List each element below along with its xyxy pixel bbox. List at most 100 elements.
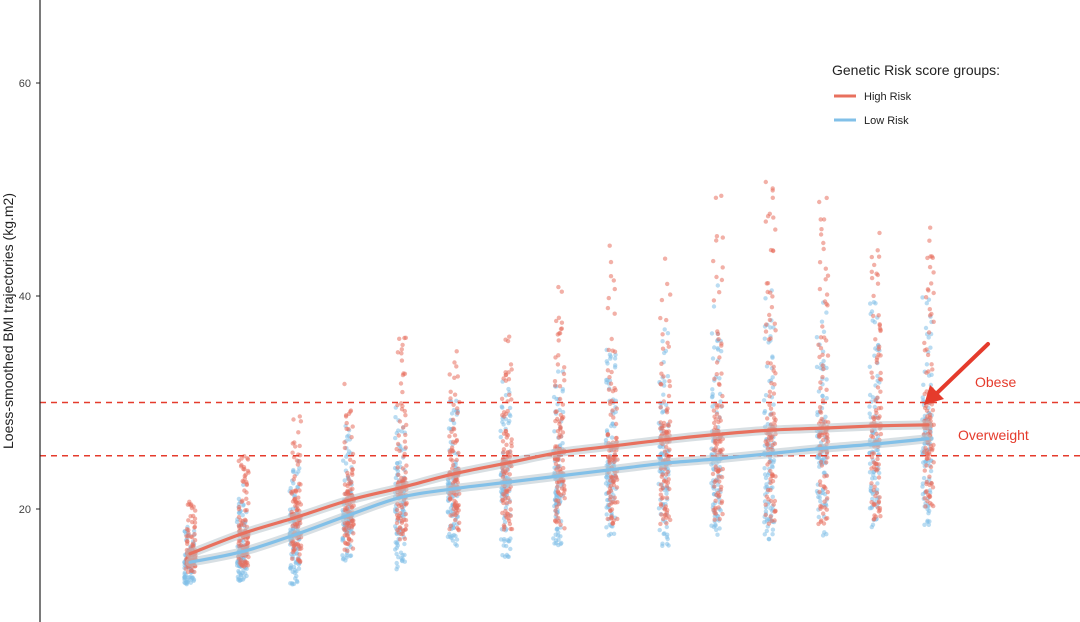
data-point-high-risk bbox=[878, 370, 883, 376]
data-point-high-risk bbox=[658, 482, 664, 487]
series-line-low-risk bbox=[188, 437, 930, 564]
data-point-high-risk bbox=[608, 494, 613, 499]
data-point-high-risk bbox=[345, 489, 350, 495]
data-point-high-risk bbox=[243, 508, 248, 513]
data-point-high-risk bbox=[499, 396, 505, 401]
data-point-high-risk bbox=[872, 502, 878, 507]
data-point-low-risk bbox=[508, 546, 513, 552]
data-point-low-risk bbox=[242, 575, 247, 580]
data-point-high-risk bbox=[764, 494, 769, 499]
data-point-low-risk bbox=[290, 569, 295, 574]
data-point-high-risk bbox=[668, 292, 673, 297]
data-point-low-risk bbox=[710, 404, 715, 409]
data-point-high-risk bbox=[452, 479, 457, 484]
data-point-high-risk bbox=[509, 437, 514, 442]
data-point-high-risk bbox=[403, 413, 408, 418]
data-point-low-risk bbox=[928, 345, 933, 350]
data-point-low-risk bbox=[875, 481, 880, 486]
data-point-low-risk bbox=[402, 541, 407, 547]
data-point-low-risk bbox=[394, 560, 399, 566]
data-point-high-risk bbox=[554, 480, 560, 485]
data-point-low-risk bbox=[402, 552, 407, 558]
data-point-low-risk bbox=[290, 469, 296, 474]
data-point-low-risk bbox=[288, 527, 293, 532]
data-point-high-risk bbox=[711, 298, 717, 303]
y-tick-label: 60 bbox=[19, 78, 31, 90]
data-point-high-risk bbox=[501, 492, 506, 497]
data-point-high-risk bbox=[500, 439, 506, 444]
data-point-high-risk bbox=[875, 395, 880, 400]
data-point-low-risk bbox=[507, 405, 513, 411]
data-point-low-risk bbox=[822, 470, 827, 475]
data-point-low-risk bbox=[763, 296, 768, 301]
data-point-high-risk bbox=[662, 256, 668, 261]
data-point-low-risk bbox=[291, 564, 297, 570]
data-point-low-risk bbox=[867, 364, 872, 369]
data-point-low-risk bbox=[190, 575, 195, 581]
data-point-high-risk bbox=[825, 516, 830, 521]
data-point-high-risk bbox=[666, 423, 671, 428]
data-point-high-risk bbox=[875, 355, 880, 360]
data-point-low-risk bbox=[558, 541, 563, 547]
data-point-high-risk bbox=[924, 456, 930, 461]
data-point-high-risk bbox=[878, 389, 883, 394]
data-point-low-risk bbox=[507, 418, 512, 424]
data-point-low-risk bbox=[507, 412, 512, 417]
data-point-low-risk bbox=[183, 580, 188, 586]
data-point-high-risk bbox=[606, 490, 611, 496]
data-point-low-risk bbox=[920, 295, 925, 300]
data-point-high-risk bbox=[611, 482, 617, 488]
data-point-high-risk bbox=[661, 420, 667, 426]
data-point-high-risk bbox=[342, 547, 347, 552]
data-point-high-risk bbox=[929, 480, 934, 486]
data-point-high-risk bbox=[506, 518, 512, 523]
data-point-high-risk bbox=[770, 442, 775, 448]
data-point-high-risk bbox=[927, 307, 932, 312]
data-point-high-risk bbox=[185, 541, 190, 546]
data-point-low-risk bbox=[762, 472, 768, 477]
data-point-high-risk bbox=[873, 415, 878, 420]
data-point-high-risk bbox=[773, 328, 778, 333]
data-point-high-risk bbox=[245, 457, 251, 462]
data-point-high-risk bbox=[768, 468, 773, 474]
data-point-high-risk bbox=[503, 428, 508, 434]
data-point-high-risk bbox=[877, 495, 882, 500]
data-point-high-risk bbox=[930, 367, 935, 372]
data-point-high-risk bbox=[929, 281, 934, 286]
data-point-high-risk bbox=[613, 421, 619, 427]
data-point-high-risk bbox=[448, 396, 453, 401]
data-point-high-risk bbox=[290, 523, 295, 529]
data-point-high-risk bbox=[823, 277, 828, 282]
data-point-high-risk bbox=[821, 246, 826, 252]
data-point-low-risk bbox=[715, 532, 720, 537]
data-point-high-risk bbox=[394, 520, 400, 526]
data-point-high-risk bbox=[665, 406, 670, 411]
data-point-high-risk bbox=[927, 494, 932, 500]
data-point-high-risk bbox=[608, 412, 613, 417]
data-point-high-risk bbox=[558, 425, 563, 431]
data-point-high-risk bbox=[720, 466, 725, 472]
data-point-high-risk bbox=[877, 376, 883, 382]
data-point-high-risk bbox=[189, 535, 195, 540]
data-point-high-risk bbox=[562, 365, 567, 370]
data-point-high-risk bbox=[289, 556, 295, 561]
data-point-low-risk bbox=[236, 496, 242, 502]
data-point-high-risk bbox=[398, 381, 404, 386]
data-point-high-risk bbox=[720, 235, 725, 240]
data-point-high-risk bbox=[822, 474, 827, 479]
data-point-low-risk bbox=[824, 377, 829, 382]
data-point-high-risk bbox=[659, 512, 664, 517]
data-point-low-risk bbox=[556, 537, 561, 542]
data-point-high-risk bbox=[658, 420, 663, 425]
data-point-high-risk bbox=[875, 456, 880, 462]
data-point-high-risk bbox=[769, 498, 774, 504]
data-point-high-risk bbox=[401, 425, 406, 430]
data-point-high-risk bbox=[504, 467, 510, 472]
data-point-low-risk bbox=[662, 327, 667, 332]
data-point-high-risk bbox=[403, 527, 408, 532]
data-point-high-risk bbox=[609, 336, 614, 342]
data-point-high-risk bbox=[931, 290, 936, 296]
data-point-high-risk bbox=[397, 479, 402, 484]
data-point-low-risk bbox=[398, 550, 404, 555]
data-point-high-risk bbox=[396, 472, 401, 477]
